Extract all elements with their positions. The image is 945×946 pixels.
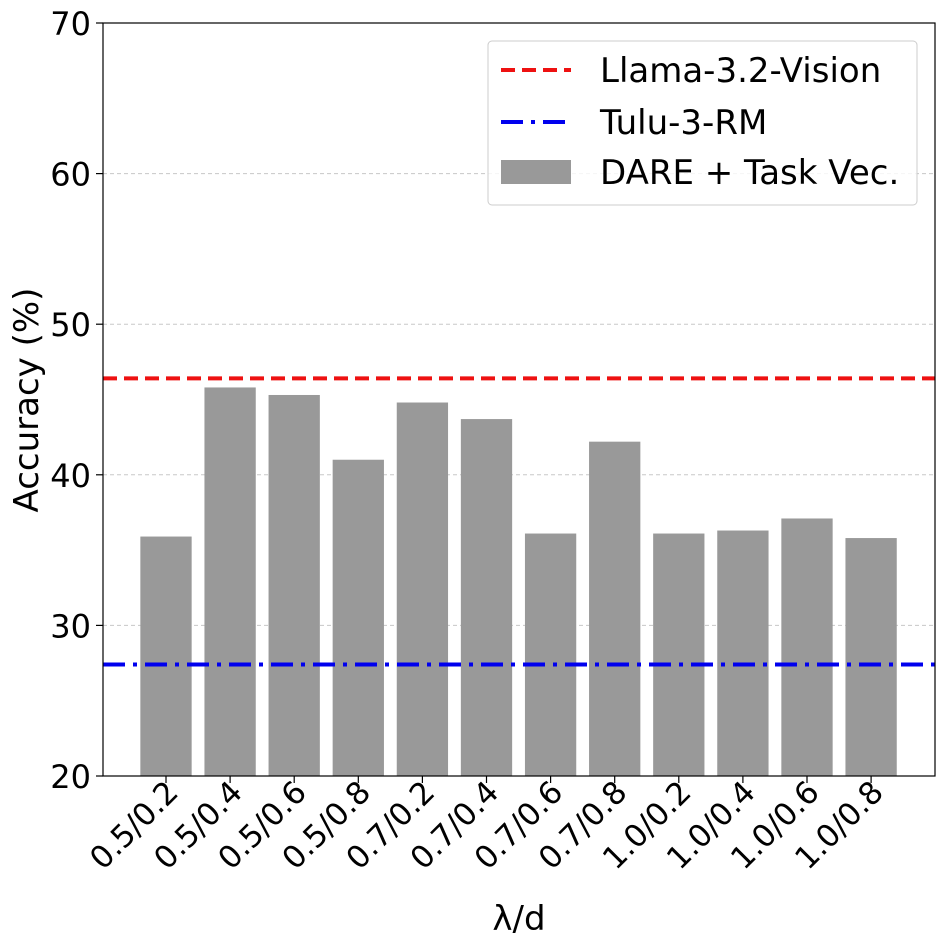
reference-lines xyxy=(103,376,935,667)
bar xyxy=(781,518,833,776)
legend: Llama-3.2-Vision Tulu-3-RM DARE + Task Vec… xyxy=(487,40,918,206)
y-tick-label: 60 xyxy=(50,156,91,194)
bar xyxy=(396,402,449,776)
bar xyxy=(717,530,769,776)
y-tick-label: 70 xyxy=(50,5,91,43)
y-tick-label: 50 xyxy=(50,306,91,344)
y-tick-label: 30 xyxy=(50,607,91,645)
legend-label: Llama-3.2-Vision xyxy=(600,51,881,91)
bar xyxy=(268,394,320,776)
legend-swatch xyxy=(501,160,571,184)
x-axis-label: λ/d xyxy=(492,899,545,939)
bar xyxy=(524,533,577,776)
legend-label: Tulu-3-RM xyxy=(599,103,767,143)
bar xyxy=(845,538,897,776)
plot-frame xyxy=(102,22,936,777)
y-axis-ticks: 20 30 40 50 60 70 xyxy=(50,5,103,796)
y-tick-label: 20 xyxy=(50,758,91,796)
legend-box xyxy=(487,40,918,206)
bar xyxy=(204,387,256,776)
bar xyxy=(460,419,513,776)
y-tick-label: 40 xyxy=(50,457,91,495)
legend-label: DARE + Task Vec. xyxy=(600,153,899,193)
bar xyxy=(140,536,192,776)
bars xyxy=(140,387,897,776)
bar xyxy=(653,533,705,776)
y-axis-label: Accuracy (%) xyxy=(7,288,47,513)
bar xyxy=(589,441,641,776)
bar xyxy=(332,459,384,776)
